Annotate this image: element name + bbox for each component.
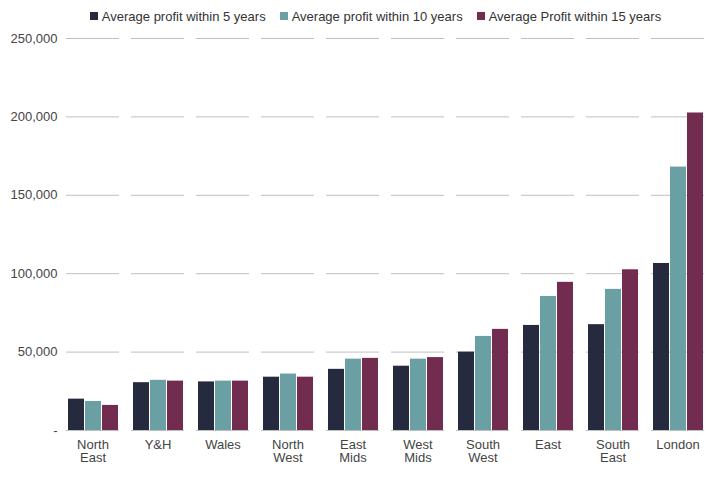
- svg-text:250,000: 250,000: [11, 31, 58, 46]
- svg-text:-: -: [53, 423, 57, 438]
- svg-text:Y&H: Y&H: [145, 437, 172, 452]
- html-text:Average profit within 5 years: Average profit within 5 years: [101, 8, 266, 24]
- html-text:Average Profit within 15 years: Average Profit within 15 years: [488, 8, 662, 24]
- svg-text:NorthEast: NorthEast: [77, 437, 109, 465]
- svg-text:100,000: 100,000: [11, 266, 58, 281]
- svg-text:150,000: 150,000: [11, 187, 58, 202]
- svg-text:SouthEast: SouthEast: [596, 437, 630, 465]
- svg-text:SouthWest: SouthWest: [466, 437, 500, 465]
- html-text:Average profit within 10 years: Average profit within 10 years: [291, 8, 463, 24]
- svg-text:London: London: [656, 437, 699, 452]
- svg-text:NorthWest: NorthWest: [272, 437, 304, 465]
- svg-text:200,000: 200,000: [11, 109, 58, 124]
- svg-text:WestMids: WestMids: [403, 437, 433, 465]
- svg-text:East: East: [535, 437, 561, 452]
- svg-text:EastMids: EastMids: [339, 437, 367, 465]
- svg-text:50,000: 50,000: [18, 344, 58, 359]
- svg-text:Wales: Wales: [205, 437, 241, 452]
